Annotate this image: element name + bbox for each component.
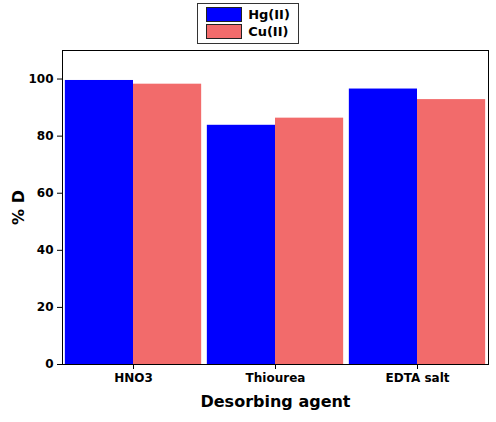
svg-text:EDTA salt: EDTA salt bbox=[386, 371, 450, 385]
svg-text:100: 100 bbox=[28, 72, 53, 86]
html-text:Cu(II): Cu(II) bbox=[248, 24, 289, 39]
html-text:Hg(II): Hg(II) bbox=[248, 7, 290, 22]
svg-text:Desorbing agent: Desorbing agent bbox=[200, 392, 350, 411]
svg-text:20: 20 bbox=[37, 300, 54, 314]
svg-text:60: 60 bbox=[37, 186, 54, 200]
svg-text:Thiourea: Thiourea bbox=[246, 371, 306, 385]
svg-text:40: 40 bbox=[37, 243, 54, 257]
svg-text:80: 80 bbox=[37, 129, 54, 143]
svg-text:% D: % D bbox=[9, 190, 28, 225]
svg-text:0: 0 bbox=[45, 357, 53, 371]
svg-text:HNO3: HNO3 bbox=[114, 371, 153, 385]
